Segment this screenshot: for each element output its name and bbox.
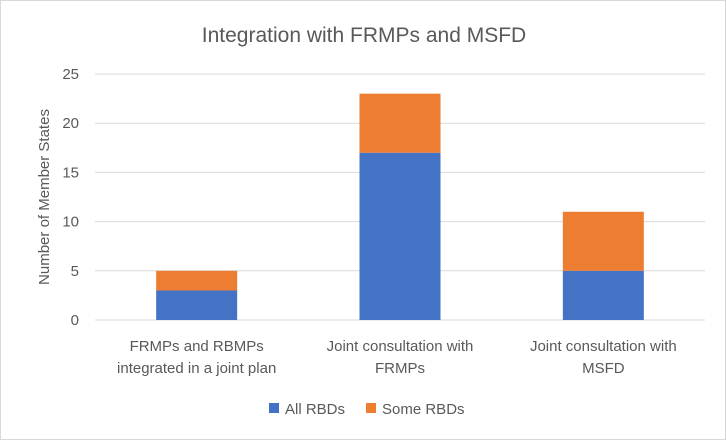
legend-swatch (269, 403, 279, 413)
x-category-label: MSFD (582, 360, 625, 377)
legend: All RBDs Some RBDs (269, 401, 465, 418)
bar-all-rbds-3 (562, 270, 644, 320)
chart-title: Integration with FRMPs and MSFD (202, 24, 526, 47)
y-tick-label: 20 (62, 115, 79, 132)
bar-all-rbds-1 (156, 290, 238, 320)
bar-some-rbds-1 (156, 270, 238, 291)
bar-some-rbds-2 (359, 93, 441, 153)
legend-label: All RBDs (285, 401, 345, 418)
legend-label: Some RBDs (382, 401, 465, 418)
x-category-label: integrated in a joint plan (117, 360, 276, 377)
y-tick-label: 5 (71, 263, 79, 280)
x-category-label: FRMPs and RBMPs (130, 338, 264, 355)
x-category-label: Joint consultation with (530, 338, 677, 355)
y-tick-label: 10 (62, 214, 79, 231)
x-category-label: Joint consultation with (327, 338, 474, 355)
y-tick-label: 25 (62, 66, 79, 83)
bar-some-rbds-3 (562, 211, 644, 271)
x-category-label: FRMPs (375, 360, 425, 377)
y-axis-label: Number of Member States (36, 109, 53, 285)
y-tick-label: 0 (71, 312, 79, 329)
bars (156, 93, 644, 320)
bar-all-rbds-2 (359, 152, 441, 320)
y-tick-label: 15 (62, 164, 79, 181)
x-axis-categories: FRMPs and RBMPs integrated in a joint pla… (117, 338, 677, 377)
legend-swatch (366, 403, 376, 413)
y-axis-ticks: 0 5 10 15 20 25 (62, 66, 79, 329)
